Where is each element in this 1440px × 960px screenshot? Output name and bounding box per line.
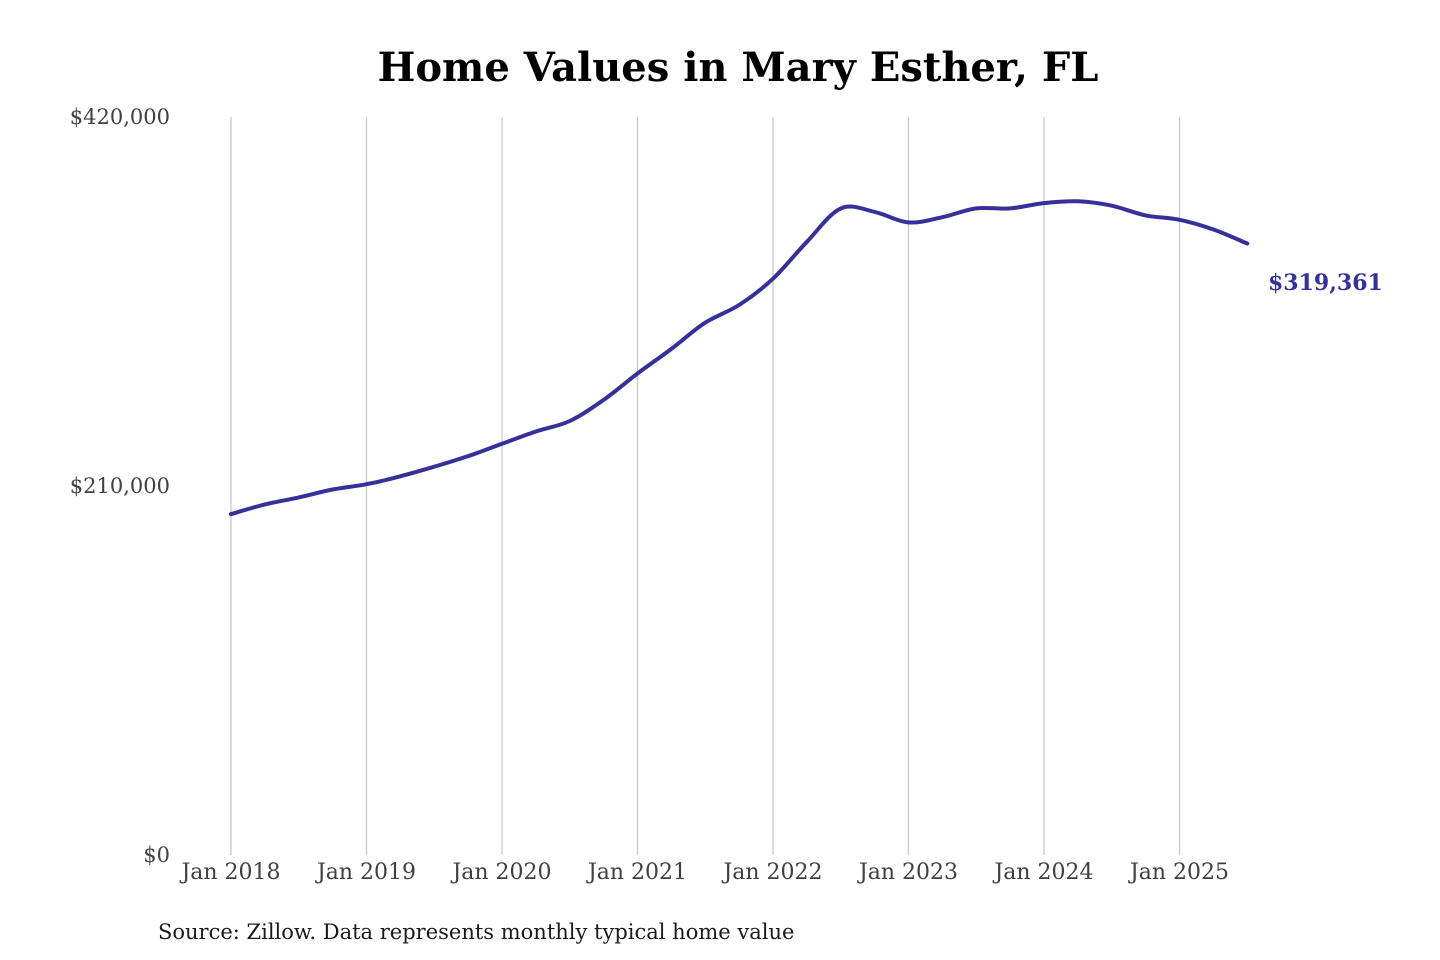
y-axis: $0 $210,000 $420,000 <box>70 105 170 867</box>
y-tick-label: $210,000 <box>70 474 170 498</box>
x-tick-label: Jan 2018 <box>179 860 280 885</box>
x-tick-label: Jan 2024 <box>992 860 1093 885</box>
x-tick-label: Jan 2019 <box>315 860 416 885</box>
x-tick-label: Jan 2022 <box>721 860 822 885</box>
x-tick-label: Jan 2025 <box>1128 860 1229 885</box>
vertical-gridlines <box>230 117 1181 855</box>
y-tick-label: $420,000 <box>70 105 170 129</box>
chart-title: Home Values in Mary Esther, FL <box>378 44 1099 91</box>
x-tick-label: Jan 2023 <box>857 860 958 885</box>
home-value-line <box>229 199 1250 517</box>
latest-value-label: $319,361 <box>1268 270 1383 296</box>
source-note: Source: Zillow. Data represents monthly … <box>158 920 794 944</box>
x-tick-label: Jan 2021 <box>586 860 687 885</box>
y-tick-label: $0 <box>143 843 170 867</box>
x-axis: Jan 2018 Jan 2019 Jan 2020 Jan 2021 Jan 2022… <box>179 860 1229 885</box>
x-tick-label: Jan 2020 <box>450 860 551 885</box>
